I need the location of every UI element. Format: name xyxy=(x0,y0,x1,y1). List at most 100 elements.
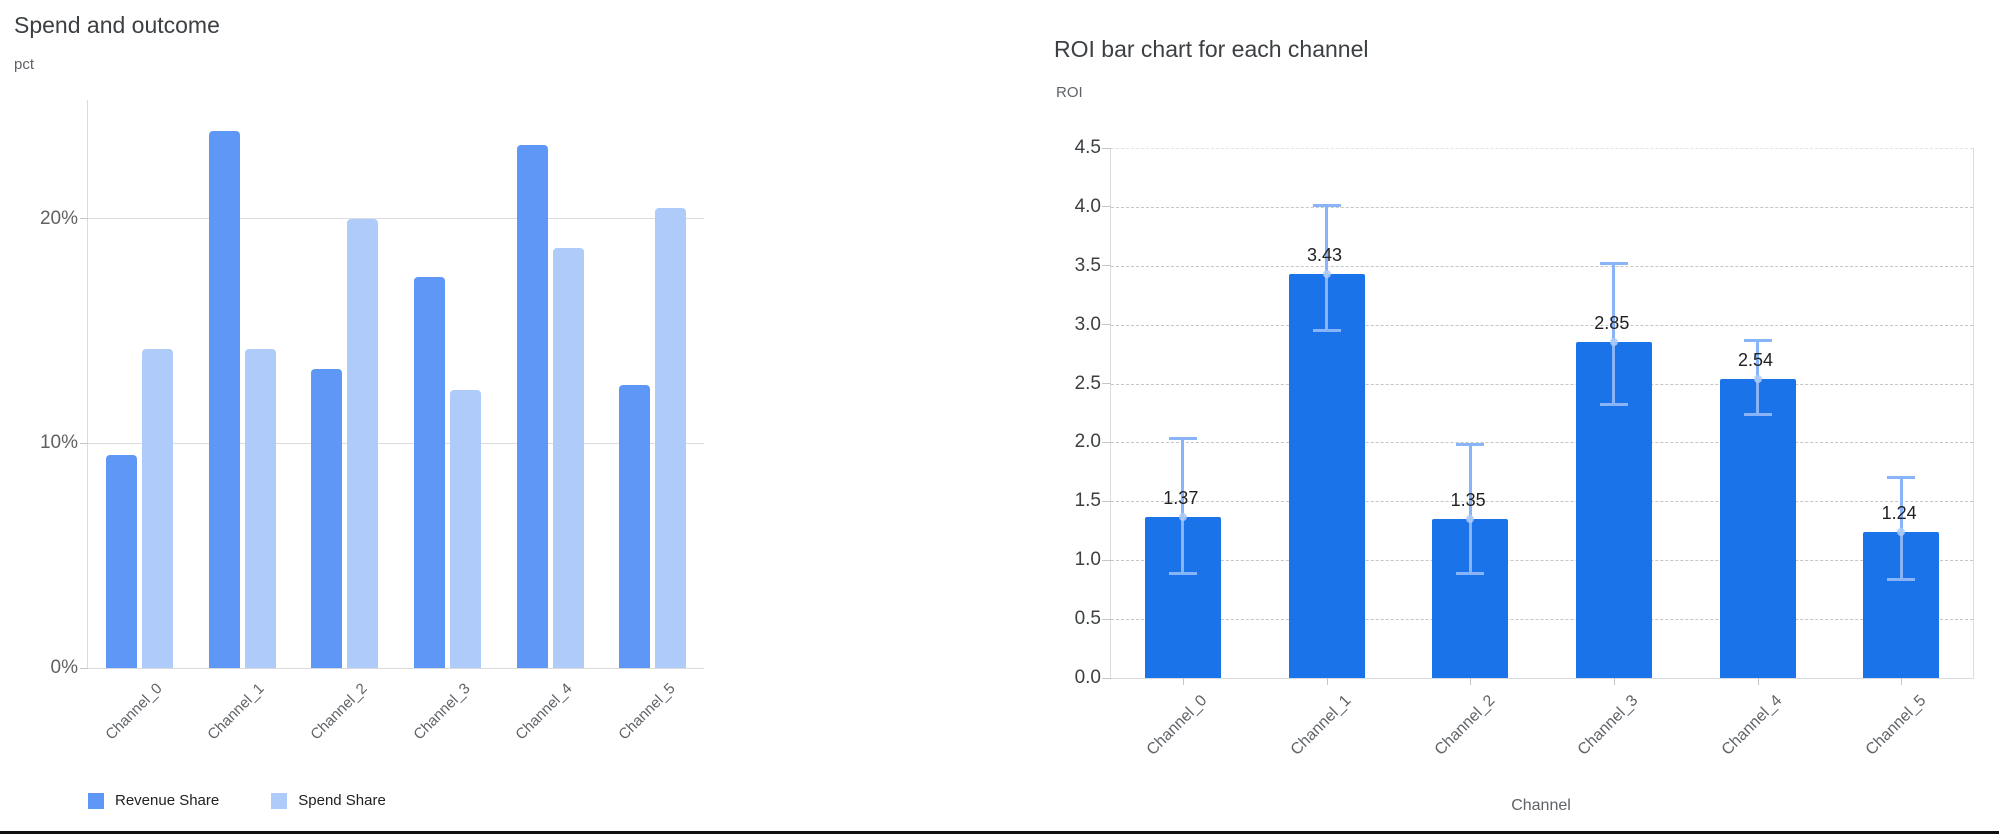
x-tick-mark xyxy=(1182,678,1184,685)
x-tick-label: Channel_5 xyxy=(615,680,679,744)
left-y-axis-unit-label: pct xyxy=(14,56,35,73)
error-bar-mean-dot xyxy=(1466,515,1475,523)
roi-bar-channel-4[interactable] xyxy=(1719,378,1796,678)
legend-label: Spend Share xyxy=(298,792,386,809)
x-tick-label: Channel_3 xyxy=(410,680,474,744)
revenue-share-bar-channel-5[interactable] xyxy=(619,385,651,668)
error-bar-cap-bottom xyxy=(1599,402,1628,406)
error-bar-line xyxy=(1612,263,1616,405)
x-tick-label: Channel_2 xyxy=(1431,692,1499,759)
y-tick-mark xyxy=(80,218,88,220)
y-tick-mark xyxy=(1102,441,1111,443)
error-bar-mean-dot xyxy=(1897,527,1906,536)
error-bar-cap-bottom xyxy=(1312,328,1341,332)
x-tick-label: Channel_5 xyxy=(1862,692,1930,759)
error-bar-cap-top xyxy=(1599,262,1628,266)
x-tick-label: Channel_0 xyxy=(1144,692,1211,759)
error-bar-cap-top xyxy=(1168,436,1197,440)
y-tick-label: 0.5 xyxy=(1074,608,1101,630)
spend-share-bar-channel-5[interactable] xyxy=(655,207,687,668)
right-chart-title: ROI bar chart for each channel xyxy=(1054,36,1369,62)
gridline xyxy=(88,442,704,444)
x-tick-mark xyxy=(1326,678,1328,685)
spend-share-swatch xyxy=(271,792,288,809)
spend-share-bar-channel-4[interactable] xyxy=(552,248,584,668)
x-tick-label: Channel_4 xyxy=(1718,692,1786,759)
x-tick-label: Channel_3 xyxy=(1575,692,1642,759)
error-bar-cap-top xyxy=(1887,475,1916,479)
right-y-axis-unit-label: ROI xyxy=(1056,84,1083,101)
error-bar-cap-bottom xyxy=(1887,578,1916,582)
x-tick-label: Channel_1 xyxy=(1287,692,1355,759)
error-bar-mean-dot xyxy=(1178,512,1187,521)
x-tick-mark xyxy=(1901,678,1903,685)
y-tick-mark xyxy=(1102,147,1111,149)
error-bar-cap-top xyxy=(1743,338,1772,342)
spend-share-bar-channel-1[interactable] xyxy=(244,349,276,668)
y-tick-label: 1.5 xyxy=(1074,490,1101,512)
error-bar-cap-bottom xyxy=(1456,572,1485,576)
gridline xyxy=(88,218,704,219)
y-tick-mark xyxy=(80,667,88,669)
spend-share-bar-channel-2[interactable] xyxy=(347,219,379,668)
bar-value-label: 2.85 xyxy=(1594,313,1630,334)
y-tick-label: 4.0 xyxy=(1074,195,1101,217)
spend-share-bar-channel-3[interactable] xyxy=(449,389,481,668)
legend-item-spend-share[interactable]: Spend Share xyxy=(271,792,386,809)
left-chart-title: Spend and outcome xyxy=(14,12,220,38)
spend-share-bar-channel-0[interactable] xyxy=(141,349,173,668)
bar-value-label: 2.54 xyxy=(1737,349,1774,370)
y-tick-label: 2.5 xyxy=(1074,372,1101,394)
gridline xyxy=(1111,324,1973,326)
y-tick-label: 3.5 xyxy=(1074,254,1101,276)
legend-label: Revenue Share xyxy=(115,792,220,809)
right-x-axis-title: Channel xyxy=(1511,797,1571,814)
bar-value-label: 1.35 xyxy=(1450,490,1486,510)
y-tick-mark xyxy=(1102,677,1111,679)
revenue-share-bar-channel-3[interactable] xyxy=(413,277,445,668)
revenue-share-bar-channel-0[interactable] xyxy=(105,454,137,668)
error-bar-cap-bottom xyxy=(1743,413,1772,417)
gridline xyxy=(1111,501,1973,503)
y-tick-mark xyxy=(1102,383,1111,385)
x-tick-label: Channel_0 xyxy=(102,680,166,744)
error-bar-mean-dot xyxy=(1753,374,1762,383)
bar-value-label: 1.24 xyxy=(1881,502,1917,523)
bar-value-label: 1.37 xyxy=(1163,487,1199,508)
revenue-share-swatch xyxy=(88,792,104,809)
y-tick-label: 0.0 xyxy=(1074,667,1101,688)
roi-plot-area: 0.0 0.5 1.0 1.5 2.0 2.5 3.0 3.5 4.0 4.5 1.37 Channe… xyxy=(1075,137,1974,759)
y-tick-mark xyxy=(1102,500,1111,502)
error-bar-cap-bottom xyxy=(1168,572,1197,576)
error-bar-cap-top xyxy=(1456,442,1485,446)
x-tick-label: Channel_2 xyxy=(307,680,371,744)
gridline xyxy=(1111,442,1973,444)
revenue-share-bar-channel-4[interactable] xyxy=(516,144,548,668)
x-tick-mark xyxy=(1613,678,1615,685)
y-tick-label: 2.0 xyxy=(1074,431,1101,453)
y-tick-mark xyxy=(1102,559,1111,561)
y-tick-label: 3.0 xyxy=(1074,313,1101,335)
revenue-share-bar-channel-1[interactable] xyxy=(208,131,240,668)
y-tick-label: 0% xyxy=(50,657,78,678)
y-tick-label: 1.0 xyxy=(1074,549,1101,571)
roi-bar-channel-1[interactable] xyxy=(1288,274,1365,678)
bar-value-label: 3.43 xyxy=(1306,245,1343,266)
legend: Revenue Share Spend Share xyxy=(88,792,386,809)
y-tick-label: 4.5 xyxy=(1074,137,1101,158)
x-tick-label: Channel_4 xyxy=(512,680,577,744)
y-tick-mark xyxy=(1102,265,1111,267)
gridline xyxy=(1111,560,1973,562)
y-tick-mark xyxy=(80,442,88,444)
x-tick-mark xyxy=(1757,678,1759,685)
error-bar-cap-top xyxy=(1312,203,1341,207)
error-bar-line xyxy=(1468,443,1472,575)
gridline xyxy=(1111,383,1973,385)
spend-outcome-plot-area: 0% 10% 20% Channel_0 Channel_1 Channel_2 Chann… xyxy=(40,100,704,743)
legend-item-revenue-share[interactable]: Revenue Share xyxy=(88,792,219,809)
revenue-share-bar-channel-2[interactable] xyxy=(311,369,343,668)
y-tick-mark xyxy=(1102,618,1111,620)
error-bar-mean-dot xyxy=(1609,338,1618,347)
gridline xyxy=(1111,619,1973,621)
